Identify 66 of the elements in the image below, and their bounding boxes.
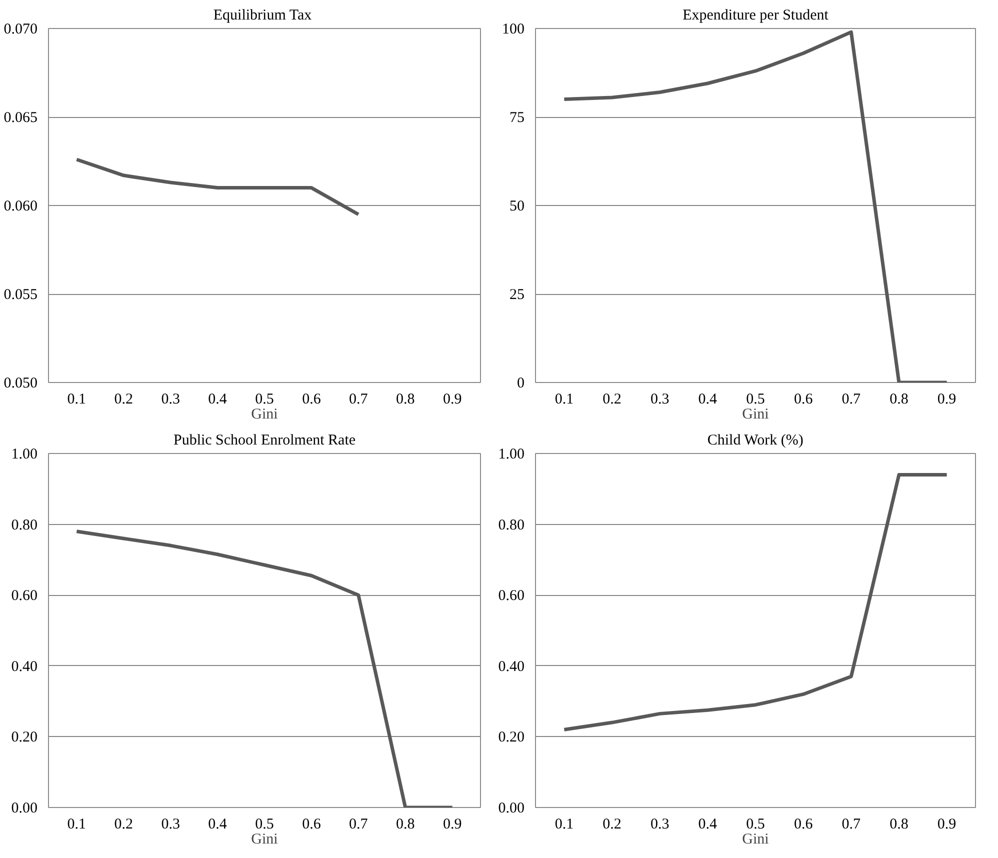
x-tick-label: 0.2 xyxy=(114,816,134,832)
y-tick-label: 100 xyxy=(502,22,524,38)
x-tick-label: 0.4 xyxy=(208,392,228,408)
x-tick-label: 0.1 xyxy=(554,816,574,832)
y-tick-label: 0.80 xyxy=(498,517,524,534)
y-tick-label: 0.050 xyxy=(4,376,38,392)
x-tick-label: 0.1 xyxy=(67,816,86,832)
x-tick-label: 0.1 xyxy=(554,392,574,408)
y-tick-label: 75 xyxy=(510,110,524,126)
y-tick-label: 0.065 xyxy=(4,110,38,126)
x-tick-label: 0.2 xyxy=(602,392,622,408)
x-tick-label: 0.4 xyxy=(698,816,718,832)
x-tick-label: 0.8 xyxy=(890,392,908,408)
x-tick-label: 0.4 xyxy=(208,816,228,832)
y-tick-label: 0.40 xyxy=(498,658,524,675)
y-tick-label: 0.00 xyxy=(498,800,524,816)
x-tick-label: 0.5 xyxy=(746,816,765,832)
x-tick-label: 0.6 xyxy=(302,392,322,408)
y-tick-label: 0.40 xyxy=(11,658,38,675)
chart-title: Expenditure per Student xyxy=(682,8,830,24)
x-tick-label: 0.3 xyxy=(650,392,670,408)
y-tick-label: 0.20 xyxy=(498,730,524,746)
x-tick-label: 0.2 xyxy=(602,816,622,832)
y-tick-label: 25 xyxy=(510,287,524,303)
y-tick-label: 0.60 xyxy=(498,588,524,604)
x-tick-label: 0.1 xyxy=(67,392,86,408)
x-axis-title: Gini xyxy=(251,832,278,848)
y-tick-label: 0.060 xyxy=(4,198,38,214)
x-tick-label: 0.8 xyxy=(890,816,908,832)
x-tick-label: 0.4 xyxy=(698,392,718,408)
y-tick-label: 50 xyxy=(510,198,524,214)
chart-title: Equilibrium Tax xyxy=(213,8,312,24)
y-tick-label: 1.00 xyxy=(498,446,524,462)
y-tick-label: 0.60 xyxy=(11,588,38,604)
x-tick-label: 0.5 xyxy=(255,816,274,832)
x-tick-label: 0.7 xyxy=(349,816,368,832)
x-tick-label: 0.8 xyxy=(396,816,415,832)
x-tick-label: 0.9 xyxy=(937,392,956,408)
chart-title: Child Work (%) xyxy=(707,432,804,448)
x-tick-label: 0.3 xyxy=(650,816,670,832)
y-tick-label: 0.20 xyxy=(11,730,38,746)
x-tick-label: 0.9 xyxy=(442,816,462,832)
x-tick-label: 0.6 xyxy=(794,816,814,832)
y-tick-label: 0.80 xyxy=(11,517,38,534)
y-tick-label: 0.055 xyxy=(4,287,38,303)
x-tick-label: 0.3 xyxy=(161,392,180,408)
x-tick-label: 0.7 xyxy=(842,816,862,832)
x-tick-label: 0.3 xyxy=(161,816,180,832)
x-tick-label: 0.8 xyxy=(396,392,415,408)
y-tick-label: 1.00 xyxy=(11,446,38,462)
x-tick-label: 0.9 xyxy=(937,816,956,832)
x-tick-label: 0.5 xyxy=(255,392,274,408)
x-tick-label: 0.7 xyxy=(349,392,368,408)
chart-title: Public School Enrolment Rate xyxy=(173,432,356,448)
x-tick-label: 0.6 xyxy=(794,392,814,408)
x-tick-label: 0.9 xyxy=(442,392,462,408)
y-tick-label: 0 xyxy=(517,376,524,392)
y-tick-label: 0.070 xyxy=(4,22,38,38)
x-axis-title: Gini xyxy=(251,406,278,422)
x-axis-title: Gini xyxy=(742,406,769,422)
y-tick-label: 0.00 xyxy=(11,800,38,816)
x-tick-label: 0.2 xyxy=(114,392,134,408)
x-tick-label: 0.6 xyxy=(302,816,322,832)
x-axis-title: Gini xyxy=(742,832,769,848)
x-tick-label: 0.5 xyxy=(746,392,765,408)
x-tick-label: 0.7 xyxy=(842,392,862,408)
